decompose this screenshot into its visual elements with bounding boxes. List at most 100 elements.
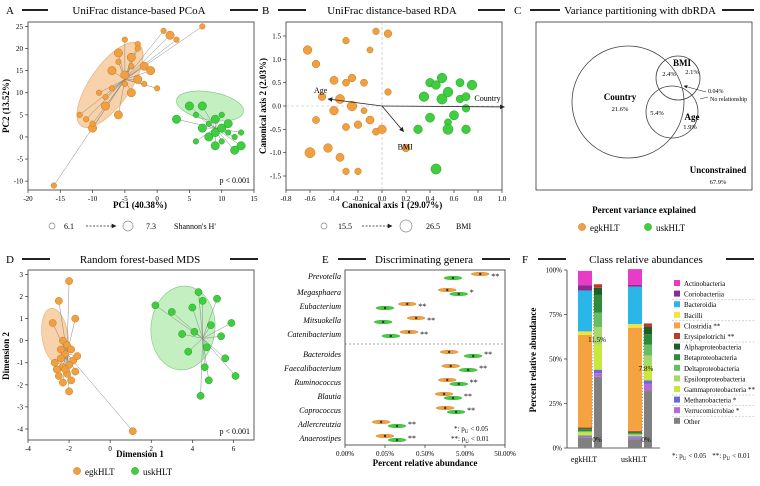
e-median-usk xyxy=(389,334,393,338)
f-zoom-segment xyxy=(644,344,652,356)
b-point-egk xyxy=(401,143,411,153)
b-point-egk xyxy=(342,78,350,87)
a-point-usk xyxy=(197,101,207,111)
a-spoke xyxy=(124,26,203,80)
b-xtick-label: 0.0 xyxy=(378,195,387,203)
legend-d-egk-marker xyxy=(73,467,81,475)
b-point-egk xyxy=(303,45,313,55)
d-xtick-label: 4 xyxy=(191,445,195,453)
panel-b-size-small: 15.5 xyxy=(338,222,352,231)
f-legend-swatch xyxy=(674,364,680,371)
e-median-usk xyxy=(457,292,461,296)
panel-a-pvalue: p < 0.001 xyxy=(219,176,250,185)
e-median-usk xyxy=(451,276,455,280)
f-legend-label: Bacilli xyxy=(684,312,703,320)
panel-a-y-ticks: 25 20 15 10 5 0 -5 -10 xyxy=(14,23,28,186)
f-legend-swatch xyxy=(674,386,680,392)
panel-a-x-ticks: -20 -15 -10 -5 0 5 10 15 xyxy=(23,190,258,203)
a-point-egk xyxy=(128,63,135,70)
e-sig-marker: ** xyxy=(420,330,428,339)
d-point-usk xyxy=(207,321,215,330)
venn-bmi-label: BMI xyxy=(673,58,691,68)
f-bar-segment xyxy=(628,435,642,437)
a-xtick-label: 5 xyxy=(188,195,192,203)
a-point-usk xyxy=(205,120,212,127)
legend-egk-label: egkHLT xyxy=(590,223,620,233)
d-point-egk xyxy=(73,352,82,360)
a-point-egk xyxy=(141,80,148,87)
f-bar-segment xyxy=(628,437,642,440)
e-sig-marker: ** xyxy=(408,420,416,429)
f-bar-segment xyxy=(578,435,592,437)
f-bar-segment xyxy=(628,269,642,285)
b-point-egk xyxy=(342,37,350,45)
f-bar-segment xyxy=(578,427,592,429)
f-legend-label: Other xyxy=(684,418,701,426)
d-point-egk xyxy=(128,427,137,436)
d-ytick-label: 0 xyxy=(20,337,24,345)
panel-f-bar1-label: egkHLT xyxy=(571,455,597,464)
a-spoke xyxy=(124,79,158,89)
b-point-egk xyxy=(329,75,339,85)
d-ytick-label: 2 xyxy=(20,293,24,301)
a-point-usk xyxy=(210,128,220,137)
venn-all-pointer xyxy=(683,85,707,93)
d-point-usk xyxy=(178,330,186,338)
d-point-egk xyxy=(59,378,67,387)
d-ytick-label: -1 xyxy=(17,359,23,367)
f-zoom-segment xyxy=(644,383,652,392)
a-point-usk xyxy=(225,129,232,136)
f-zoom-segment xyxy=(644,355,652,367)
panel-b: B UniFrac distance-based RDA -0.8 -0.6 -0.… xyxy=(258,5,507,233)
e-genus-label: Catenibacterium xyxy=(287,330,341,339)
a-point-usk xyxy=(238,129,245,136)
b-point-egk xyxy=(372,27,380,35)
f-bar-segment xyxy=(628,430,642,432)
b-xtick-label: 1.0 xyxy=(498,195,507,203)
b-point-egk xyxy=(354,167,362,175)
legend-d-usk-label: uskHLT xyxy=(143,467,173,477)
e-xtick-label: 5.00% xyxy=(456,450,474,458)
d-point-usk xyxy=(202,343,211,352)
panel-d-points xyxy=(48,277,240,436)
e-median-usk xyxy=(383,306,387,310)
venn-country-age-value: 5.4% xyxy=(650,110,664,117)
b-xtick-label: -0.2 xyxy=(352,195,364,203)
a-point-usk xyxy=(192,138,199,145)
e-xtick-label: 50.00% xyxy=(494,450,516,458)
a-point-egk xyxy=(160,27,167,34)
a-point-egk xyxy=(120,70,130,80)
e-median-egk xyxy=(406,302,409,306)
d-point-usk xyxy=(198,297,207,305)
a-point-usk xyxy=(210,114,220,124)
f-bar-segment xyxy=(628,327,642,431)
a-point-egk xyxy=(165,30,175,40)
b-ytick-label: -1.5 xyxy=(270,173,282,181)
panel-d-xlabel: Dimension 1 xyxy=(116,449,164,459)
a-ytick-label: 0 xyxy=(20,133,24,141)
legend-usk-label: uskHLT xyxy=(656,223,686,233)
b-arrow-age xyxy=(327,97,383,107)
e-median-usk xyxy=(451,396,455,400)
b-point-egk xyxy=(312,116,320,124)
b-point-usk xyxy=(413,124,423,134)
f-bar-segment xyxy=(578,436,592,438)
b-point-egk xyxy=(360,107,368,115)
f-bar-segment xyxy=(628,431,642,433)
b-ytick-label: -0.5 xyxy=(270,126,282,134)
e-genus-label: Anaerostipes xyxy=(299,434,341,443)
panel-f-zero2: 0% xyxy=(641,436,651,444)
d-point-egk xyxy=(65,277,73,285)
a-point-usk xyxy=(210,141,220,151)
a-point-egk xyxy=(89,120,96,127)
f-zoom-segment xyxy=(594,312,602,327)
panel-a: A UniFrac distance-based PCoA -20 -15 -10-… xyxy=(1,5,258,232)
b-ytick-label: -1.0 xyxy=(270,149,282,157)
a-ytick-label: 10 xyxy=(16,89,24,97)
a-spoke xyxy=(105,79,126,98)
venn-all-value: 0.04% xyxy=(708,89,724,95)
panel-d-y-ticks: 3 2 1 0 -1 -2 -3 -4 xyxy=(17,271,28,433)
e-genus-label: Eubacterium xyxy=(299,302,342,311)
panel-a-ylabel: PC2 (13.52%) xyxy=(1,79,11,133)
panel-a-usk-ellipse xyxy=(176,90,244,122)
